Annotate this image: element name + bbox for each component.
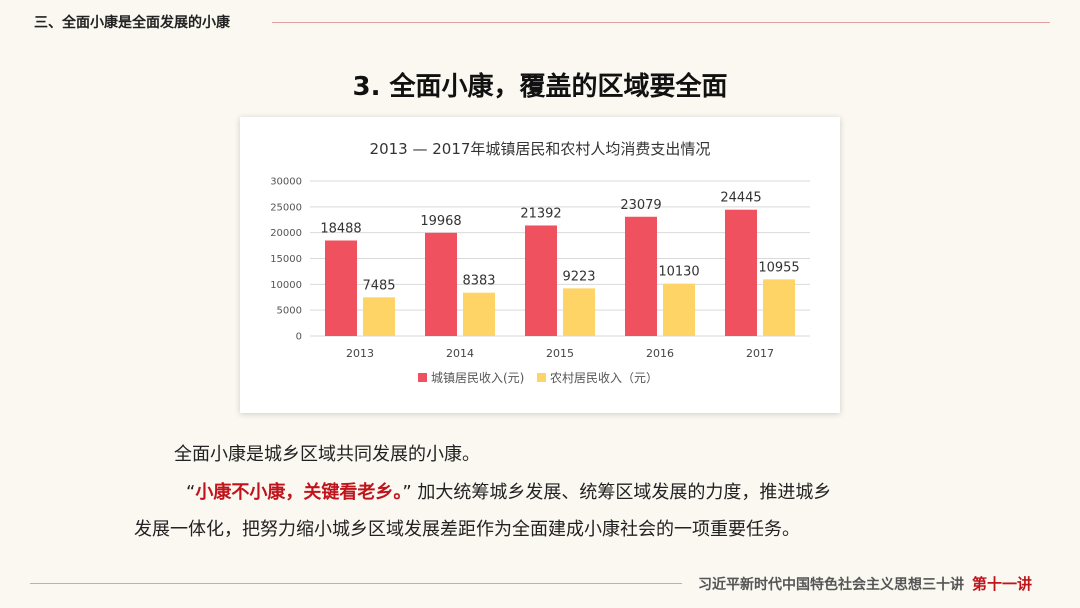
rural-data-label: 9223 bbox=[562, 269, 595, 284]
x-tick-label: 2013 bbox=[346, 347, 374, 360]
urban-bar-2016 bbox=[625, 216, 657, 336]
rural-bar-2016 bbox=[663, 283, 695, 336]
quote-open-mark: “ bbox=[186, 482, 196, 503]
x-tick-label: 2014 bbox=[446, 347, 474, 360]
urban-data-label: 21392 bbox=[520, 206, 561, 221]
chart-card: 2013 — 2017年城镇居民和农村人均消费支出情况 0 5000 10000 150… bbox=[240, 117, 840, 413]
urban-bar-2014 bbox=[425, 232, 457, 336]
slide-title: 3. 全面小康，覆盖的区域要全面 bbox=[352, 72, 728, 102]
legend-label-rural: 农村居民收入（元） bbox=[550, 371, 658, 385]
rural-bar-2017 bbox=[763, 279, 795, 336]
paragraph-intro: 全面小康是城乡区域共同发展的小康。 bbox=[174, 444, 480, 465]
legend-swatch-urban bbox=[418, 373, 427, 382]
header-divider bbox=[272, 22, 1050, 23]
urban-data-label: 18488 bbox=[320, 221, 361, 236]
y-tick-label: 20000 bbox=[270, 228, 302, 239]
rural-data-label: 7485 bbox=[362, 278, 395, 293]
urban-bar-2017 bbox=[725, 209, 757, 336]
y-tick-label: 0 bbox=[296, 332, 302, 343]
urban-data-label: 19968 bbox=[420, 214, 461, 229]
rural-data-label: 8383 bbox=[462, 274, 495, 289]
y-tick-label: 5000 bbox=[277, 306, 302, 317]
x-tick-label: 2015 bbox=[546, 347, 574, 360]
paragraph-quote: “小康不小康，关键看老乡。” 加大统筹城乡发展、统筹区域发展的力度，推进城乡 bbox=[186, 478, 831, 504]
urban-bar-2013 bbox=[325, 240, 357, 336]
rural-bar-2013 bbox=[363, 297, 395, 336]
section-title: 三、全面小康是全面发展的小康 bbox=[34, 15, 230, 31]
quote-rest-text: 加大统筹城乡发展、统筹区域发展的力度，推进城乡 bbox=[417, 482, 832, 503]
urban-data-label: 23079 bbox=[620, 198, 661, 213]
rural-data-label: 10130 bbox=[658, 265, 699, 280]
bar-chart: 2013 — 2017年城镇居民和农村人均消费支出情况 0 5000 10000 150… bbox=[270, 140, 810, 385]
y-tick-label: 25000 bbox=[270, 202, 302, 213]
rural-bar-2014 bbox=[463, 292, 495, 336]
paragraph-continuation: 发展一体化，把努力缩小城乡区域发展差距作为全面建成小康社会的一项重要任务。 bbox=[134, 519, 800, 540]
urban-data-label: 24445 bbox=[720, 191, 761, 206]
quote-emphasis: 小康不小康，关键看老乡。 bbox=[195, 482, 403, 503]
rural-bar-2015 bbox=[563, 288, 595, 336]
x-tick-label: 2016 bbox=[646, 347, 674, 360]
y-tick-label: 10000 bbox=[270, 280, 302, 291]
urban-bar-2015 bbox=[525, 225, 557, 336]
legend-label-urban: 城镇居民收入(元) bbox=[431, 371, 524, 385]
footer-series-title: 习近平新时代中国特色社会主义思想三十讲 bbox=[698, 577, 964, 593]
footer-divider bbox=[30, 583, 682, 584]
footer-lecture-number: 第十一讲 bbox=[972, 575, 1033, 593]
chart-title: 2013 — 2017年城镇居民和农村人均消费支出情况 bbox=[370, 140, 711, 158]
quote-close-mark: ” bbox=[402, 482, 412, 503]
footer: 习近平新时代中国特色社会主义思想三十讲 第十一讲 bbox=[698, 573, 1032, 594]
legend-swatch-rural bbox=[537, 373, 546, 382]
y-tick-label: 30000 bbox=[270, 177, 302, 188]
y-tick-label: 15000 bbox=[270, 254, 302, 265]
rural-data-label: 10955 bbox=[758, 260, 799, 275]
x-tick-label: 2017 bbox=[746, 347, 774, 360]
